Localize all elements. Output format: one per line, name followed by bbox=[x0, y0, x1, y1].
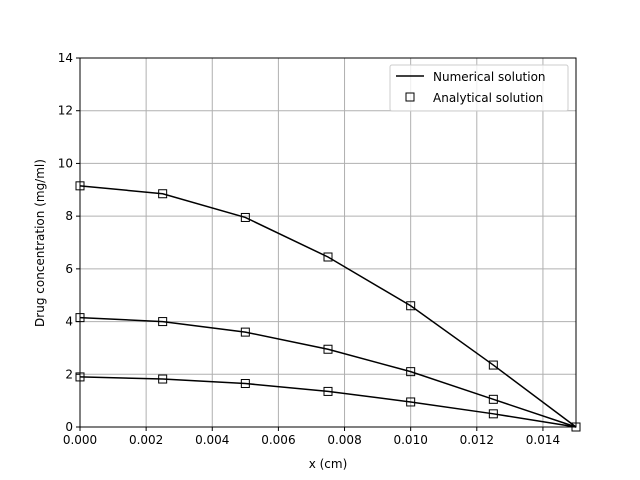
x-tick-label: 0.006 bbox=[261, 433, 295, 447]
x-tick-label: 0.008 bbox=[327, 433, 361, 447]
analytical-point bbox=[406, 367, 416, 377]
analytical-point bbox=[240, 379, 250, 389]
legend-label-analytical: Analytical solution bbox=[433, 91, 543, 105]
analytical-point bbox=[158, 317, 168, 327]
x-axis-ticks: 0.000 0.002 0.004 0.006 0.008 0.010 0.012 0.014 bbox=[63, 427, 560, 447]
x-tick-label: 0.012 bbox=[460, 433, 494, 447]
analytical-point bbox=[406, 397, 416, 407]
y-axis-ticks: 0 2 4 6 8 10 12 14 bbox=[58, 51, 80, 434]
x-tick-label: 0.000 bbox=[63, 433, 97, 447]
legend-box bbox=[389, 64, 569, 112]
analytical-point bbox=[488, 360, 498, 370]
analytical-point bbox=[488, 394, 498, 404]
analytical-point bbox=[240, 327, 250, 337]
numerical-series-line-1 bbox=[79, 185, 577, 428]
x-tick-label: 0.002 bbox=[129, 433, 163, 447]
axes-frame bbox=[79, 57, 577, 428]
legend: Numerical solution Analytical solution bbox=[389, 64, 569, 112]
y-tick-label: 14 bbox=[58, 51, 73, 65]
x-tick-label: 0.010 bbox=[393, 433, 427, 447]
analytical-point bbox=[488, 409, 498, 419]
x-axis-label: x (cm) bbox=[309, 457, 348, 471]
y-tick-label: 2 bbox=[65, 367, 73, 381]
analytical-point bbox=[158, 374, 168, 384]
y-tick-label: 4 bbox=[65, 315, 73, 329]
y-tick-label: 10 bbox=[58, 156, 73, 170]
analytical-point bbox=[406, 301, 416, 311]
x-tick-label: 0.004 bbox=[195, 433, 229, 447]
y-tick-label: 0 bbox=[65, 420, 73, 434]
numerical-series-line-3 bbox=[79, 376, 577, 428]
y-tick-label: 8 bbox=[65, 209, 73, 223]
analytical-point bbox=[323, 344, 333, 354]
numerical-series-line-2 bbox=[79, 316, 577, 428]
analytical-point bbox=[323, 386, 333, 396]
x-tick-label: 0.014 bbox=[526, 433, 560, 447]
legend-square-swatch bbox=[405, 92, 415, 102]
legend-label-numerical: Numerical solution bbox=[433, 70, 546, 84]
y-tick-label: 12 bbox=[58, 104, 73, 118]
y-tick-label: 6 bbox=[65, 262, 73, 276]
y-axis-label: Drug concentration (mg/ml) bbox=[33, 159, 47, 327]
analytical-point bbox=[240, 212, 250, 222]
analytical-point bbox=[323, 252, 333, 262]
analytical-point bbox=[158, 189, 168, 199]
series-layer bbox=[75, 181, 581, 432]
